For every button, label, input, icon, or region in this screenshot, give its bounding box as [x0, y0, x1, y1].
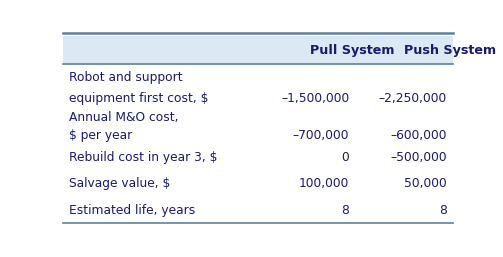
Text: $ per year: $ per year [69, 129, 132, 142]
Text: –600,000: –600,000 [390, 129, 447, 142]
Text: 0: 0 [342, 151, 350, 164]
Text: Push System: Push System [404, 44, 496, 57]
Text: Rebuild cost in year 3, $: Rebuild cost in year 3, $ [69, 151, 217, 164]
Text: Estimated life, years: Estimated life, years [69, 204, 195, 217]
Text: –500,000: –500,000 [390, 151, 447, 164]
Text: Salvage value, $: Salvage value, $ [69, 177, 170, 190]
Text: Robot and support: Robot and support [69, 71, 183, 84]
Text: 50,000: 50,000 [404, 177, 447, 190]
Text: –1,500,000: –1,500,000 [281, 92, 350, 105]
Text: –700,000: –700,000 [293, 129, 350, 142]
Text: equipment first cost, $: equipment first cost, $ [69, 92, 208, 105]
Text: 8: 8 [439, 204, 447, 217]
Text: 100,000: 100,000 [299, 177, 350, 190]
Text: 8: 8 [342, 204, 350, 217]
Text: Annual M&O cost,: Annual M&O cost, [69, 111, 178, 124]
Text: –2,250,000: –2,250,000 [379, 92, 447, 105]
Text: Pull System: Pull System [310, 44, 395, 57]
Bar [63, 36, 453, 65]
